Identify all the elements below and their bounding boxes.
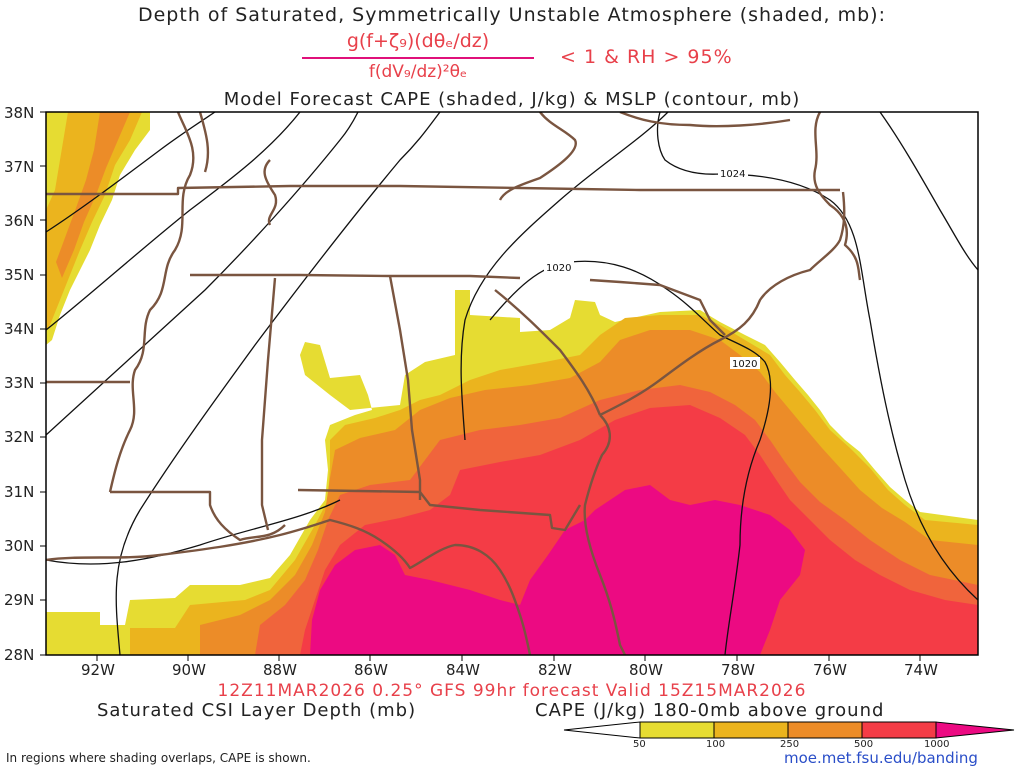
colorbar-label: 500: [854, 739, 874, 750]
lat-label: 28N: [4, 646, 35, 664]
lat-label: 32N: [4, 428, 35, 446]
formula-denominator: f(dV₉/dz)²θₑ: [368, 62, 468, 82]
lon-label: 76W: [813, 661, 847, 679]
isobar-label-1020-a: 1020: [546, 263, 571, 274]
coastline-atlantic: [583, 414, 627, 655]
state-border: [198, 112, 210, 173]
formula-numerator: g(f+ζ₉)(dθₑ/dz): [346, 30, 490, 52]
lat-label: 31N: [4, 483, 35, 501]
coastline-virginia: [813, 112, 862, 281]
isobar-line: [46, 112, 359, 436]
colorbar: [563, 721, 1015, 739]
colorbar-label: 250: [780, 739, 800, 750]
axis-ticks: [40, 111, 921, 661]
lon-label: 92W: [81, 661, 115, 679]
csi-legend-title: Saturated CSI Layer Depth (mb): [97, 700, 417, 721]
isobar-labels: 1024 1020 1020: [544, 167, 760, 370]
state-border: [110, 490, 286, 542]
cape-legend-title: CAPE (J/kg) 180-0mb above ground: [535, 700, 885, 721]
isobar-line: [879, 112, 978, 271]
colorbar-label: 100: [706, 739, 726, 750]
coastline-atlantic: [599, 191, 846, 417]
state-border: [619, 112, 791, 128]
map-subtitle: Model Forecast CAPE (shaded, J/kg) & MSL…: [223, 89, 801, 110]
lat-label: 30N: [4, 537, 35, 555]
colorbar-label: 50: [633, 739, 646, 750]
state-border: [260, 277, 277, 531]
cape-shading: [46, 112, 978, 655]
lon-label: 74W: [904, 661, 938, 679]
lat-label: 34N: [4, 320, 35, 338]
mslp-contours: [46, 112, 978, 655]
colorbar-swatch: [713, 721, 789, 739]
formula-fraction-bar: [302, 57, 534, 59]
isobar-line: [46, 112, 216, 233]
colorbar-swatch: [639, 721, 715, 739]
cape-band-max: [310, 485, 805, 655]
isobar-line: [656, 112, 978, 601]
lon-label: 88W: [263, 661, 297, 679]
formula-condition: < 1 & RH > 95%: [560, 46, 733, 68]
colorbar-swatch: [787, 721, 863, 739]
map-title: Depth of Saturated, Symmetrically Unstab…: [137, 4, 886, 26]
state-border: [388, 275, 422, 500]
lat-label: 29N: [4, 591, 35, 609]
state-border: [46, 184, 840, 196]
lon-label: 82W: [538, 661, 572, 679]
cape-band-northwest-100: [46, 112, 142, 330]
lat-label: 38N: [4, 104, 35, 122]
lat-label: 37N: [4, 158, 35, 176]
isobar-line: [46, 499, 341, 565]
state-border: [498, 112, 577, 201]
isobar-label-1020-b: 1020: [732, 359, 757, 370]
lon-label: 86W: [354, 661, 388, 679]
lat-label: 35N: [4, 266, 35, 284]
isobar-line: [115, 112, 441, 655]
state-border: [589, 278, 726, 336]
river-mississippi: [108, 112, 195, 493]
coastline-gulf: [46, 518, 532, 655]
colorbar-swatch: [861, 721, 937, 739]
state-border: [297, 488, 582, 532]
lon-label: 80W: [629, 661, 663, 679]
isobar-line: [460, 112, 669, 441]
lon-label: 78W: [721, 661, 755, 679]
forecast-valid-line: 12Z11MAR2026 0.25° GFS 99hr forecast Val…: [217, 681, 807, 701]
lon-label: 84W: [446, 661, 480, 679]
lat-label: 33N: [4, 374, 35, 392]
state-border: [494, 289, 602, 416]
isobar-label-1024: 1024: [720, 169, 745, 180]
lon-label: 90W: [172, 661, 206, 679]
isobar-line: [46, 112, 301, 331]
overlap-note: In regions where shading overlaps, CAPE …: [6, 751, 311, 765]
lat-label: 36N: [4, 212, 35, 230]
geography-outlines: [46, 112, 862, 655]
state-border: [263, 159, 278, 226]
colorbar-label: 1000: [924, 739, 950, 750]
source-link[interactable]: moe.met.fsu.edu/banding: [784, 749, 978, 767]
